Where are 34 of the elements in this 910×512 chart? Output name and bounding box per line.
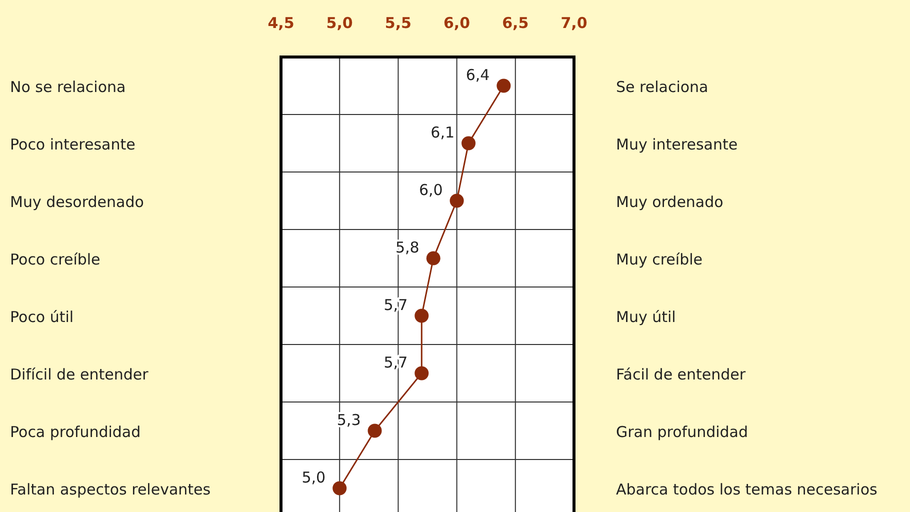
data-label: 6,4 [466,66,490,84]
y-tick-label: Poco útil [10,308,74,326]
x-tick-label: 6,0 [444,14,470,32]
y2-tick-label: Gran profundidad [616,422,748,441]
x-tick-label: 5,5 [384,14,412,32]
point [368,424,382,438]
point [462,136,476,150]
y2-tick-label: Fácil de entender [616,365,746,384]
y-tick-label: Difícil de entender [10,365,150,384]
data-label: 6,1 [430,123,455,142]
point [450,194,464,208]
y-tick-label: Muy desordenado [10,192,144,211]
y2-tick-label: Muy útil [616,308,676,326]
x-tick-label: 6,5 [502,14,529,32]
x-tick-label: 4,5 [268,14,294,32]
y2-tick-label: Muy creíble [616,250,702,268]
x-tick-label: 7,0 [560,14,588,32]
point [414,308,429,323]
y-tick-label: Poca profundidad [10,422,141,441]
y2-tick-label: Abarca todos los temas necesarios [616,480,878,498]
y2-tick-label: Se relaciona [616,78,708,96]
data-label: 6,0 [418,180,443,199]
point [496,78,511,93]
data-label: 5,0 [302,468,326,486]
y2-tick-label: Muy ordenado [616,192,724,211]
point [426,251,440,266]
point [414,366,429,380]
x-tick-label: 5,0 [326,14,353,32]
y-tick-label: Faltan aspectos relevantes [10,480,211,498]
point [332,481,347,496]
y-tick-label: Poco creíble [10,250,100,268]
y2-tick-label: Muy interesante [616,135,738,154]
y-tick-label: No se relaciona [10,78,126,96]
y-tick-label: Poco interesante [10,135,136,154]
